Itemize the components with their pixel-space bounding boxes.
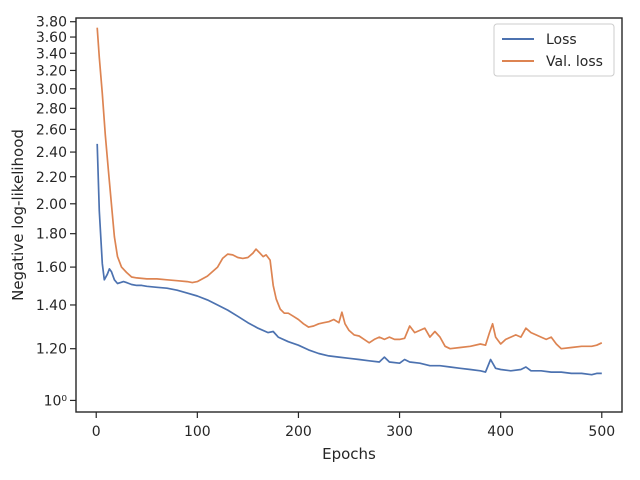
y-axis-label: Negative log-likelihood (9, 129, 27, 301)
y-tick-label: 1.80 (36, 227, 67, 243)
y-tick-label: 3.80 (36, 15, 67, 31)
legend: Loss Val. loss (493, 23, 615, 77)
y-tick-label: 2.00 (36, 197, 67, 213)
x-tick-label: 300 (386, 424, 413, 440)
x-tick-label: 100 (184, 424, 211, 440)
x-tick-label: 200 (285, 424, 312, 440)
x-axis-label: Epochs (322, 445, 376, 463)
y-tick-label: 3.60 (36, 30, 67, 46)
y-tick-label: 2.20 (36, 170, 67, 186)
y-tick-label: 2.60 (36, 122, 67, 138)
y-tick-label: 3.20 (36, 63, 67, 79)
y-tick-label: 3.40 (36, 46, 67, 62)
x-axis: 0 100 200 300 400 500 (92, 412, 615, 440)
y-tick-label: 1.40 (36, 298, 67, 314)
series-layer (96, 27, 603, 376)
x-tick-label: 400 (487, 424, 514, 440)
legend-box (493, 23, 615, 77)
series-line-val-loss (96, 27, 603, 350)
y-axis: 10⁰ 1.20 1.40 1.60 1.80 2.00 2.20 2.40 2.60 2.80 3… (36, 15, 76, 409)
x-tick-label: 0 (92, 424, 101, 440)
plot-background (76, 18, 622, 412)
y-tick-label: 3.00 (36, 82, 67, 98)
y-tick-label: 1.60 (36, 260, 67, 276)
y-tick-label: 1.20 (36, 342, 67, 358)
series-line-loss (96, 143, 602, 376)
y-tick-label: 10⁰ (44, 393, 68, 409)
plot-frame (75, 17, 623, 413)
legend-label-val-loss: Val. loss (546, 54, 603, 70)
y-tick-label: 2.40 (36, 145, 67, 161)
legend-label-loss: Loss (546, 32, 577, 48)
y-tick-label: 2.80 (36, 101, 67, 117)
x-tick-label: 500 (588, 424, 615, 440)
